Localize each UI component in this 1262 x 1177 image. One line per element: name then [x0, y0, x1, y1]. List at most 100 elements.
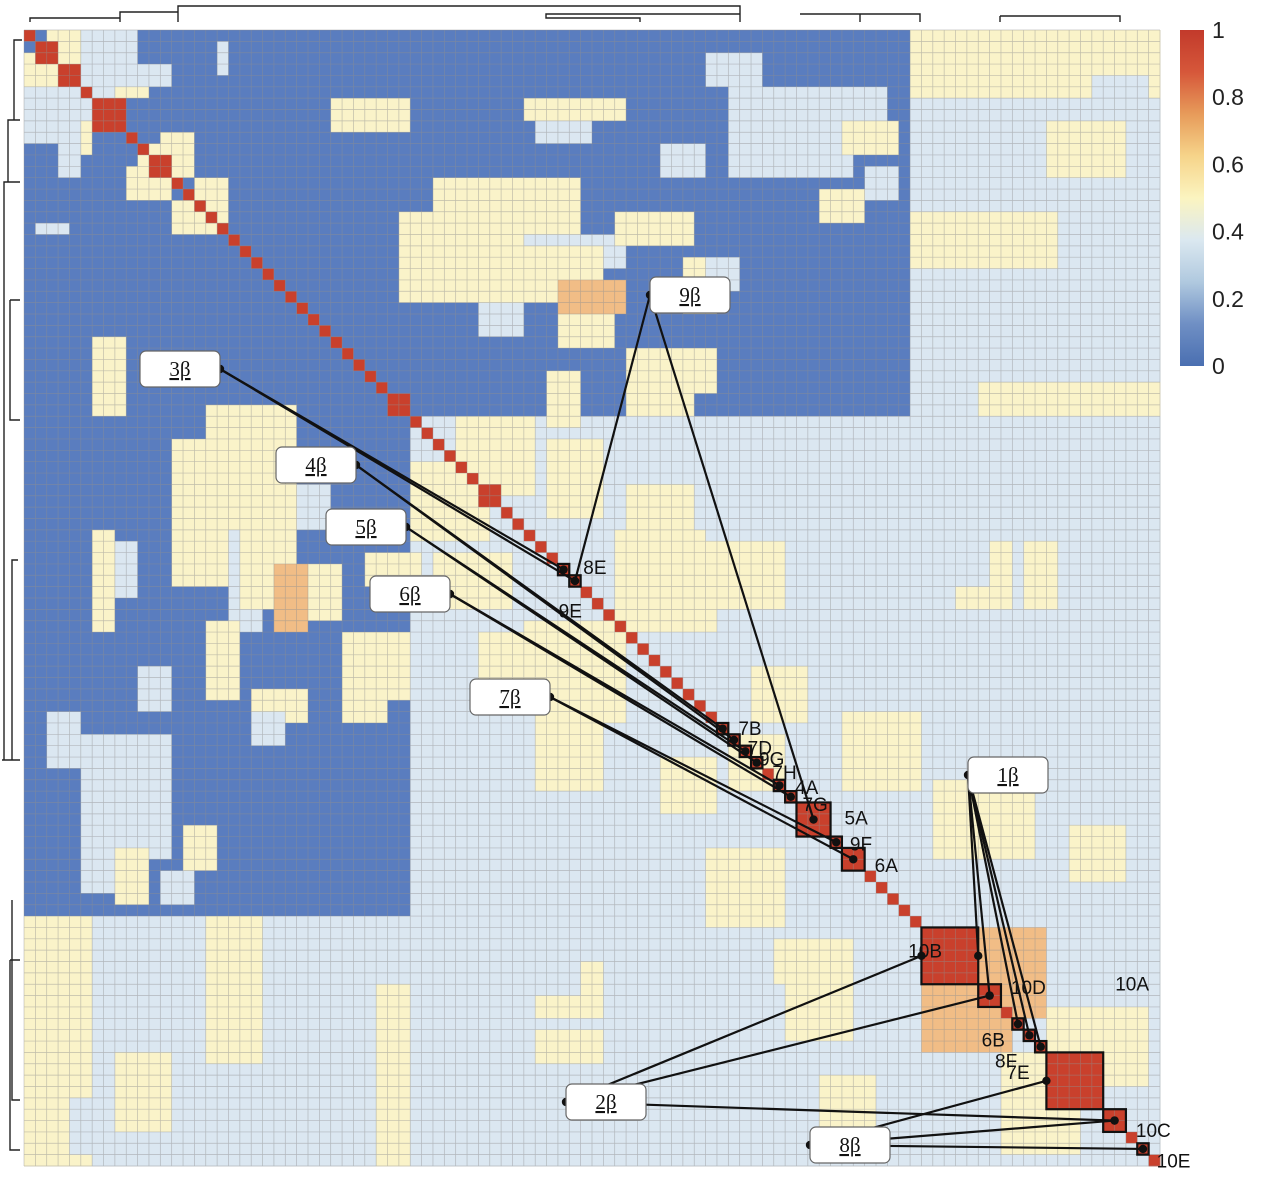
- heatmap-cell: [955, 427, 968, 440]
- heatmap-cell: [58, 86, 70, 99]
- heatmap-cell: [148, 507, 161, 519]
- heatmap-cell: [1057, 529, 1070, 542]
- heatmap-cell: [660, 438, 672, 451]
- heatmap-cell: [46, 189, 59, 201]
- heatmap-cell: [183, 416, 195, 428]
- heatmap-cell: [1069, 518, 1081, 531]
- heatmap-cell: [671, 575, 684, 588]
- heatmap-cell: [569, 359, 582, 372]
- heatmap-cell: [126, 189, 138, 201]
- heatmap-cell: [1057, 302, 1070, 315]
- heatmap-cell: [648, 120, 661, 133]
- heatmap-cell: [137, 268, 150, 281]
- heatmap-cell: [1023, 370, 1036, 383]
- heatmap-cell: [887, 484, 900, 497]
- heatmap-cell: [1103, 416, 1115, 428]
- heatmap-cell: [614, 291, 627, 304]
- heatmap-cell: [410, 382, 422, 394]
- heatmap-cell: [614, 438, 627, 451]
- heatmap-cell: [728, 427, 741, 440]
- heatmap-cell: [376, 200, 388, 213]
- heatmap-cell: [239, 257, 252, 269]
- heatmap-cell: [592, 563, 604, 576]
- heatmap-cell: [103, 495, 116, 508]
- heatmap-cell: [330, 359, 343, 372]
- heatmap-cell: [535, 495, 547, 508]
- heatmap-cell: [796, 64, 809, 76]
- heatmap-cell: [467, 541, 479, 553]
- heatmap-cell: [751, 291, 763, 304]
- heatmap-cell: [80, 41, 93, 54]
- heatmap-cell: [989, 223, 1002, 235]
- heatmap-cell: [864, 279, 877, 292]
- heatmap-cell: [569, 370, 582, 383]
- heatmap-cell: [762, 154, 775, 167]
- heatmap-cell: [898, 438, 911, 451]
- heatmap-cell: [932, 200, 945, 213]
- heatmap-cell: [1114, 234, 1127, 247]
- heatmap-cell: [603, 484, 616, 497]
- heatmap-cell: [398, 257, 411, 269]
- heatmap-cell: [898, 393, 911, 406]
- heatmap-cell: [910, 450, 922, 463]
- heatmap-cell: [205, 86, 218, 99]
- heatmap-cell: [35, 223, 48, 235]
- heatmap-cell: [114, 461, 127, 474]
- heatmap-cell: [910, 120, 922, 133]
- heatmap-cell: [1035, 143, 1047, 156]
- heatmap-cell: [626, 450, 638, 463]
- heatmap-cell: [387, 223, 400, 235]
- heatmap-cell: [1103, 211, 1115, 224]
- heatmap-cell: [1057, 473, 1070, 485]
- heatmap-cell: [126, 450, 138, 463]
- heatmap-cell: [478, 450, 491, 463]
- heatmap-cell: [864, 223, 877, 235]
- heatmap-cell: [205, 427, 218, 440]
- heatmap-cell: [80, 98, 93, 110]
- heatmap-cell: [103, 30, 116, 42]
- heatmap-cell: [92, 211, 104, 224]
- heatmap-cell: [944, 507, 956, 519]
- heatmap-cell: [557, 41, 570, 54]
- heatmap-cell: [308, 382, 320, 394]
- heatmap-cell: [1080, 336, 1093, 349]
- heatmap-cell: [308, 30, 320, 42]
- heatmap-cell: [387, 200, 400, 213]
- heatmap-cell: [1000, 586, 1013, 599]
- heatmap-cell: [569, 302, 582, 315]
- heatmap-cell: [966, 132, 979, 144]
- heatmap-cell: [285, 166, 298, 179]
- heatmap-cell: [137, 41, 150, 54]
- heatmap-cell: [1080, 382, 1093, 394]
- heatmap-cell: [989, 507, 1002, 519]
- heatmap-cell: [705, 541, 718, 553]
- heatmap-cell: [762, 120, 775, 133]
- heatmap-cell: [92, 359, 104, 372]
- heatmap-cell: [353, 234, 366, 247]
- heatmap-cell: [228, 495, 241, 508]
- heatmap-cell: [887, 211, 900, 224]
- heatmap-cell: [944, 245, 956, 258]
- heatmap-cell: [739, 529, 752, 542]
- heatmap-cell: [1103, 541, 1115, 553]
- heatmap-cell: [467, 370, 479, 383]
- heatmap-cell: [489, 427, 502, 440]
- heatmap-cell: [682, 370, 695, 383]
- heatmap-cell: [432, 154, 445, 167]
- heatmap-cell: [1057, 86, 1070, 99]
- heatmap-cell: [807, 416, 820, 428]
- heatmap-cell: [1069, 41, 1081, 54]
- heatmap-cell: [126, 507, 138, 519]
- heatmap-cell: [432, 461, 445, 474]
- heatmap-cell: [841, 120, 854, 133]
- heatmap-cell: [1023, 314, 1036, 326]
- heatmap-cell: [24, 529, 36, 542]
- heatmap-cell: [751, 507, 763, 519]
- heatmap-cell: [296, 518, 309, 531]
- heatmap-cell: [114, 382, 127, 394]
- heatmap-cell: [137, 541, 150, 553]
- heatmap-cell: [898, 382, 911, 394]
- heatmap-cell: [58, 177, 70, 190]
- heatmap-cell: [910, 348, 922, 360]
- heatmap-cell: [546, 348, 559, 360]
